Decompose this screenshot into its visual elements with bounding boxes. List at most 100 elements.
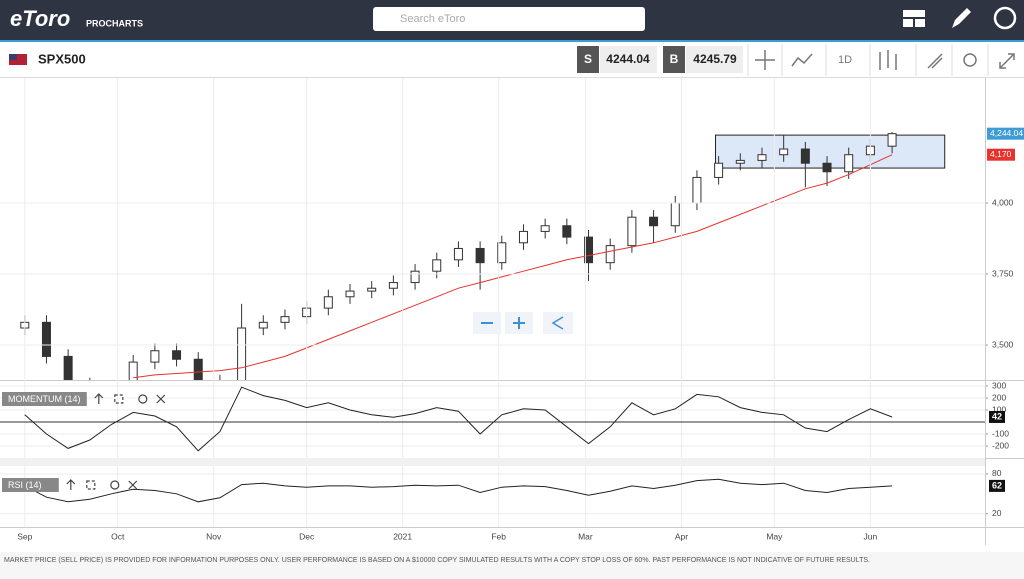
maximize-icon[interactable] bbox=[114, 394, 124, 404]
y-tick-label: 200 bbox=[992, 392, 1006, 402]
x-tick-label: Nov bbox=[206, 531, 222, 541]
candle-body bbox=[735, 159, 745, 164]
candle-body bbox=[432, 259, 442, 272]
candle-body bbox=[627, 216, 637, 247]
ma-box bbox=[987, 148, 1015, 161]
settings-icon bbox=[110, 480, 120, 490]
y-tick-label: 300 bbox=[992, 380, 1006, 390]
candle-body bbox=[345, 290, 355, 298]
close-icon bbox=[156, 394, 166, 404]
candle-body bbox=[605, 245, 615, 264]
line bbox=[24, 478, 893, 503]
y-tick-label: 3,500 bbox=[992, 339, 1014, 349]
buy-box[interactable] bbox=[686, 46, 743, 73]
move-up-icon bbox=[66, 479, 76, 490]
candle-body bbox=[562, 225, 572, 238]
candle-body bbox=[216, 382, 224, 399]
draw-icon[interactable] bbox=[952, 8, 971, 28]
candle-body bbox=[649, 216, 659, 227]
y-tick-label: -200 bbox=[992, 440, 1009, 450]
y-tick-label: 3,750 bbox=[992, 268, 1014, 278]
y-tick-label: 20 bbox=[992, 508, 1002, 518]
candle-body bbox=[822, 162, 832, 173]
settings-icon bbox=[138, 394, 148, 404]
candle-body bbox=[323, 296, 333, 309]
interval[interactable]: 1D bbox=[838, 54, 852, 66]
candle-body bbox=[172, 350, 182, 360]
sell-price: 4244.04 bbox=[606, 52, 650, 66]
header-rule bbox=[0, 40, 1024, 42]
fullscreen-icon[interactable] bbox=[999, 53, 1015, 69]
candle-body bbox=[779, 148, 789, 156]
candle-body bbox=[844, 154, 854, 173]
candle-body bbox=[280, 316, 290, 323]
etoro-icon[interactable] bbox=[993, 6, 1017, 30]
plot-area: 3,500 3,750 4,000 4,244.04 4,170 300 200 100 -10… bbox=[0, 78, 1024, 541]
panel-icons bbox=[94, 393, 166, 404]
panel-label-box bbox=[2, 392, 87, 406]
last-price-label: 4,244.04 bbox=[990, 128, 1023, 138]
candle-body bbox=[800, 148, 810, 164]
header-icons bbox=[903, 6, 1017, 30]
sell-tag: S bbox=[584, 52, 592, 66]
move-up-icon bbox=[94, 393, 104, 404]
last-price-box bbox=[987, 127, 1024, 140]
candle-body bbox=[714, 162, 724, 178]
layout-icon-part bbox=[915, 19, 925, 27]
flag-canton bbox=[9, 54, 17, 60]
candle-body bbox=[757, 154, 767, 161]
x-tick-label: Dec bbox=[299, 531, 315, 541]
buy-price: 4245.79 bbox=[693, 52, 737, 66]
flag bbox=[9, 54, 27, 65]
last-value-label: 42 bbox=[992, 411, 1002, 421]
sell-tag-box[interactable] bbox=[577, 46, 599, 73]
candle-body bbox=[388, 282, 398, 289]
settings-icon[interactable] bbox=[963, 53, 977, 67]
candle-body bbox=[128, 361, 138, 380]
zoom-controls bbox=[473, 312, 573, 334]
panel-label: MOMENTUM (14) bbox=[8, 394, 81, 404]
candle-body bbox=[258, 321, 268, 329]
close-icon bbox=[128, 480, 138, 490]
candle-body bbox=[41, 321, 51, 357]
draw-tools-icon[interactable] bbox=[927, 53, 943, 69]
buy-tag: B bbox=[670, 52, 679, 66]
panel-label-box bbox=[2, 478, 59, 492]
candle-body bbox=[584, 236, 594, 264]
y-tick-label: 4,000 bbox=[992, 197, 1014, 207]
candles-icon[interactable] bbox=[879, 50, 897, 70]
ma-label: 4,170 bbox=[990, 149, 1012, 159]
search-box[interactable] bbox=[373, 7, 645, 31]
line bbox=[24, 386, 893, 452]
plus-icon bbox=[513, 317, 525, 329]
panel-label: RSI (14) bbox=[8, 480, 42, 490]
sell-box[interactable] bbox=[600, 46, 657, 73]
crosshair-icon[interactable] bbox=[755, 50, 775, 70]
share-icon bbox=[551, 316, 564, 330]
candle-body bbox=[670, 202, 680, 227]
layout-icon-part bbox=[903, 19, 913, 27]
panel-icons bbox=[66, 479, 138, 490]
x-tick-label: May bbox=[766, 531, 783, 541]
chart-type-icon[interactable] bbox=[791, 53, 813, 67]
candle-body bbox=[367, 287, 377, 292]
x-tick-label: Mar bbox=[578, 531, 593, 541]
candle-body bbox=[193, 358, 203, 380]
y-tick-label: 80 bbox=[992, 468, 1002, 478]
candle-body bbox=[475, 247, 485, 264]
layout-icon[interactable] bbox=[903, 10, 925, 17]
candle-body bbox=[518, 230, 528, 244]
toolbar-icons bbox=[755, 50, 1015, 70]
candle-body bbox=[887, 133, 897, 147]
candle-body bbox=[453, 247, 463, 261]
share[interactable] bbox=[543, 312, 573, 334]
maximize-icon[interactable] bbox=[86, 480, 96, 490]
footer-bar bbox=[0, 552, 1024, 579]
last-value-box bbox=[989, 410, 1005, 423]
candle-body bbox=[497, 242, 507, 264]
y-tick-label: -100 bbox=[992, 428, 1009, 438]
search-placeholder: Search eToro bbox=[400, 13, 465, 25]
x-tick-label: Oct bbox=[111, 531, 125, 541]
buy-tag-box[interactable] bbox=[663, 46, 685, 73]
